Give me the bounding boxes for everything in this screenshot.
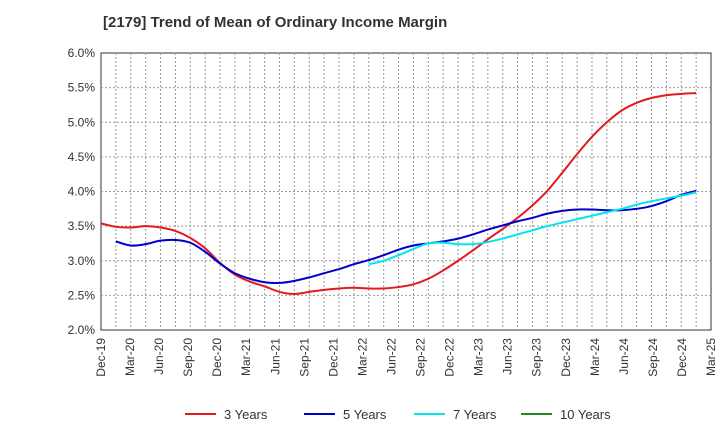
series-lines [100, 92, 697, 295]
x-tick-label: Jun-23 [501, 338, 515, 375]
x-tick-label: Sep-22 [414, 338, 428, 377]
y-tick-label: 5.5% [68, 81, 96, 95]
y-tick-label: 3.0% [68, 254, 96, 268]
x-tick-label: Sep-24 [646, 338, 660, 377]
chart-title: [2179] Trend of Mean of Ordinary Income … [103, 14, 448, 31]
x-tick-label: Dec-24 [675, 338, 689, 377]
y-tick-label: 2.0% [68, 323, 96, 337]
x-tick-label: Sep-23 [530, 338, 544, 377]
x-tick-label: Jun-22 [384, 338, 398, 375]
x-tick-label: Mar-24 [588, 338, 602, 376]
x-tick-label: Sep-20 [181, 338, 195, 377]
x-tick-label: Dec-20 [210, 338, 224, 377]
y-tick-label: 5.0% [68, 115, 96, 129]
x-tick-label: Dec-23 [559, 338, 573, 377]
grid-lines [101, 53, 711, 330]
y-tick-label: 4.0% [68, 185, 96, 199]
x-tick-label: Dec-22 [443, 338, 457, 377]
x-tick-label: Mar-22 [355, 338, 369, 376]
legend-label-10-years: 10 Years [560, 407, 611, 422]
y-tick-label: 6.0% [68, 46, 96, 60]
x-tick-label: Mar-23 [472, 338, 486, 376]
y-tick-label: 4.5% [68, 150, 96, 164]
y-tick-label: 2.5% [68, 288, 96, 302]
axes: 2.0% 2.5% 3.0% 3.5% 4.0% 4.5% 5.0% 5.5% 6.0% Dec-… [68, 46, 718, 377]
series-line-7-years [368, 191, 697, 266]
legend-label-3-years: 3 Years [224, 407, 268, 422]
x-tick-label: Mar-25 [704, 338, 718, 376]
x-tick-label: Mar-20 [123, 338, 137, 376]
legend-label-5-years: 5 Years [343, 407, 387, 422]
series-line-5-years [115, 189, 697, 284]
legend-label-7-years: 7 Years [453, 407, 497, 422]
y-tick-label: 3.5% [68, 219, 96, 233]
x-tick-label: Jun-24 [617, 338, 631, 375]
legend: 3 Years 5 Years 7 Years 10 Years [185, 407, 611, 422]
x-tick-label: Dec-21 [326, 338, 340, 377]
x-tick-label: Jun-21 [268, 338, 282, 375]
series-line-3-years [100, 92, 697, 295]
x-tick-label: Sep-21 [297, 338, 311, 377]
x-tick-label: Dec-19 [94, 338, 108, 377]
x-tick-label: Mar-21 [239, 338, 253, 376]
x-tick-label: Jun-20 [152, 338, 166, 375]
